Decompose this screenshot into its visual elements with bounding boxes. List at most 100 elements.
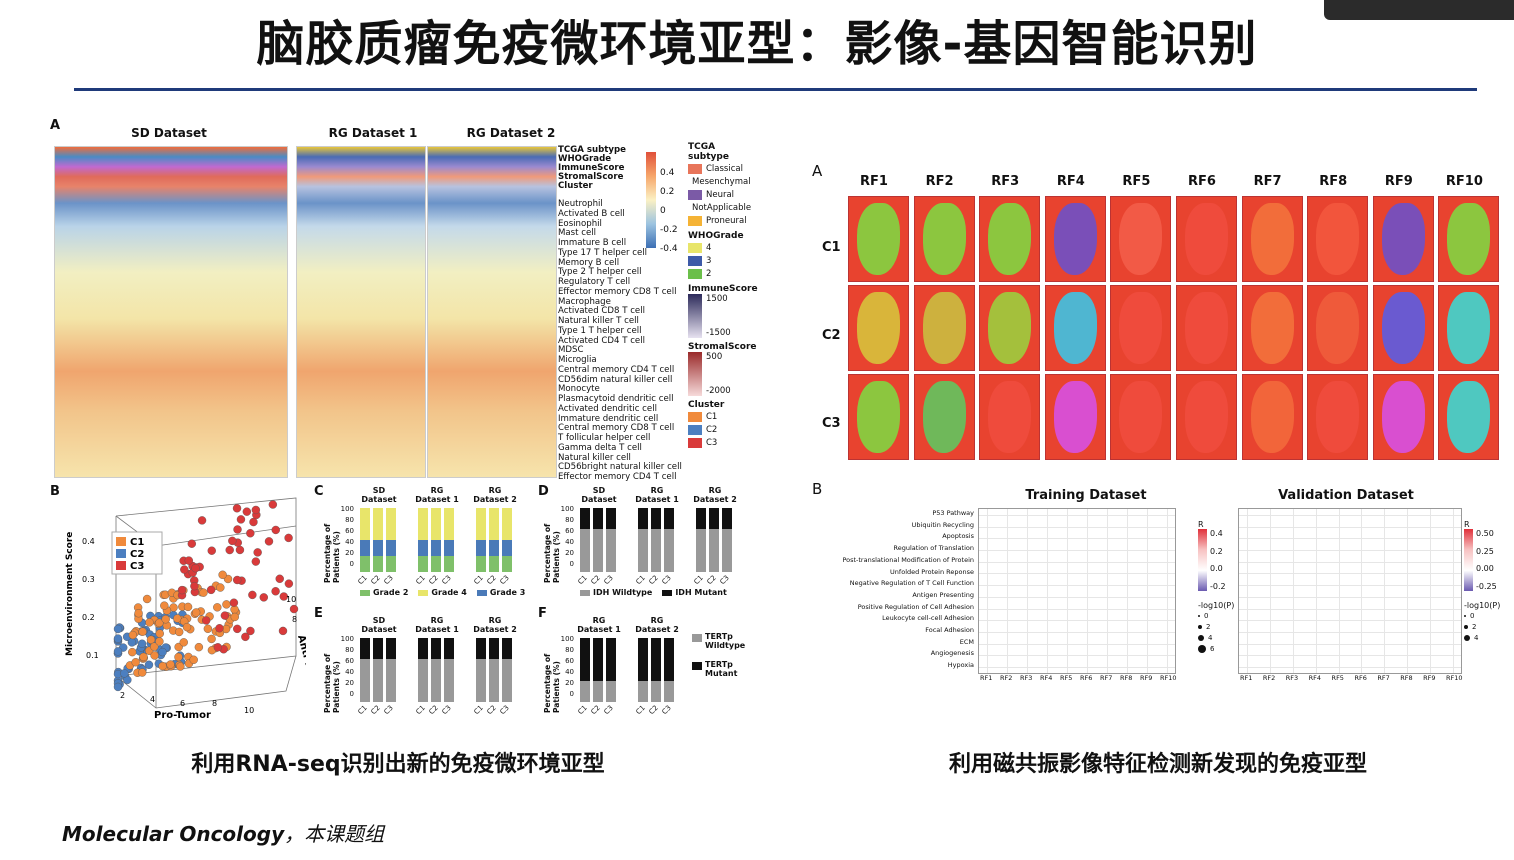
scatter-xtick: 4 xyxy=(150,695,155,704)
scatter-point xyxy=(138,668,147,677)
rf-axis-tick: RF1 xyxy=(980,674,993,682)
bar-segment xyxy=(638,529,648,551)
stacked-bar xyxy=(489,508,499,572)
bar-segment xyxy=(651,659,661,681)
scatter-y-ticks: 0.4 0.3 0.2 0.1 xyxy=(82,537,99,660)
bar-segment xyxy=(386,508,396,524)
scatter-point xyxy=(131,658,140,667)
bar-segment xyxy=(444,680,454,702)
dataset-label-rg1: RG Dataset 1 xyxy=(328,126,418,140)
training-r-legend: R 0.4 0.2 0.0 -0.2 -log10(P) 0 2 4 6 xyxy=(1198,520,1234,654)
stacked-bar xyxy=(386,638,396,702)
tumor-region xyxy=(988,292,1032,364)
bar-y-tick: 0 xyxy=(349,560,354,568)
annot-who: WHOGrade xyxy=(558,154,612,164)
rnaseq-figure: A SD Dataset RG Dataset 1 RG Dataset 2 T… xyxy=(46,114,758,720)
legend-item: NotApplicable xyxy=(688,201,751,214)
rf-map-cell xyxy=(1438,374,1500,460)
scatter-ytick: 0.4 xyxy=(82,537,95,546)
cell-type-label: Activated dendritic cell xyxy=(558,403,657,414)
legend-item: Classical xyxy=(688,162,750,175)
stacked-bar xyxy=(444,638,454,702)
tumor-region xyxy=(1381,203,1425,275)
rf-map-cell xyxy=(979,196,1041,282)
legend-item: C2 xyxy=(688,423,750,436)
scatter-legend-swatch xyxy=(116,537,126,546)
r-tick: -0.2 xyxy=(1210,581,1226,591)
scatter-point xyxy=(216,583,225,592)
legend-swatch xyxy=(688,163,702,174)
bar-segment xyxy=(489,680,499,702)
p-legend-item: 0 xyxy=(1198,610,1234,621)
scatter-point xyxy=(174,652,183,662)
citation-journal: Molecular Oncology xyxy=(62,822,285,846)
grid-line xyxy=(979,573,1175,575)
scatter-point xyxy=(275,574,284,583)
heatmap-rg1 xyxy=(296,146,426,478)
stacked-bar xyxy=(444,508,454,572)
grid-line xyxy=(1239,573,1461,575)
grid-line xyxy=(1239,585,1461,587)
scatter-point xyxy=(158,661,167,671)
cell-type-label: Activated CD4 T cell xyxy=(558,335,645,346)
bar-segment xyxy=(373,680,383,702)
bar-segment xyxy=(651,508,661,530)
grid-line xyxy=(1239,643,1461,645)
rf-column-label: RF1 xyxy=(860,174,888,189)
bar-segment xyxy=(709,550,719,572)
bar-segment xyxy=(373,638,383,660)
stacked-bar xyxy=(709,508,719,572)
legend-cluster-title: Cluster xyxy=(688,400,725,410)
tumor-region xyxy=(1053,203,1097,275)
grid-line xyxy=(979,631,1175,633)
stacked-bar xyxy=(360,638,370,702)
scatter-point xyxy=(228,536,237,546)
scatter-point xyxy=(232,504,242,513)
rf-axis-tick: RF8 xyxy=(1400,674,1413,682)
tumor-region xyxy=(1316,292,1360,364)
rf-map-cell xyxy=(913,374,975,460)
scatter-point xyxy=(176,662,185,671)
scatter-point xyxy=(197,516,207,525)
bar-segment xyxy=(696,550,706,572)
window-control-strip xyxy=(1324,0,1514,20)
legend-swatch xyxy=(688,255,702,266)
colorbar-ticks: 0.4 0.2 0 -0.2 -0.4 xyxy=(660,164,678,259)
cell-type-label: Immature B cell xyxy=(558,238,627,248)
bar-segment xyxy=(444,638,454,660)
rf-map-cell xyxy=(1372,196,1434,282)
scatter-point xyxy=(233,624,242,634)
grid-line xyxy=(1407,509,1409,673)
p-legend-dot xyxy=(1464,634,1470,641)
scatter-point xyxy=(144,660,154,670)
rf-axis-tick: RF9 xyxy=(1140,674,1153,682)
bar-segment xyxy=(664,508,674,530)
r-tick: 0.0 xyxy=(1210,564,1223,574)
bar-segment xyxy=(664,680,674,702)
bar-y-tick: 40 xyxy=(565,668,574,676)
bar-x-tick: C2 xyxy=(705,573,718,587)
bar-y-ticks: 100 80 60 40 20 0 xyxy=(340,634,354,700)
scatter-point xyxy=(150,642,159,651)
legend-stromal-scale: 500 -2000 xyxy=(688,352,750,396)
cell-type-label: Microglia xyxy=(558,355,597,365)
cell-type-label: MDSC xyxy=(558,345,584,356)
tumor-region xyxy=(922,203,966,275)
bar-dataset-label: SD Dataset xyxy=(361,616,397,634)
bar-y-label: Percentage of Patients (%) xyxy=(323,523,341,583)
annot-cluster: Cluster xyxy=(558,181,593,191)
scatter-legend-label: C1 xyxy=(130,537,144,548)
p-legend-label: 0 xyxy=(1470,611,1475,620)
bar-segment xyxy=(418,638,428,660)
p-legend-item: 4 xyxy=(1198,632,1234,643)
bar-segment xyxy=(360,556,370,572)
pathway-label: P53 Pathway xyxy=(932,509,974,517)
scatter-point xyxy=(284,533,293,543)
title-underline xyxy=(74,88,1477,91)
bar-x-tick: C2 xyxy=(369,573,382,587)
scatter-point xyxy=(120,669,129,678)
bar-segment xyxy=(638,550,648,572)
scatter-point xyxy=(139,652,148,662)
stacked-bar xyxy=(593,508,603,572)
scatter-point xyxy=(138,627,147,636)
